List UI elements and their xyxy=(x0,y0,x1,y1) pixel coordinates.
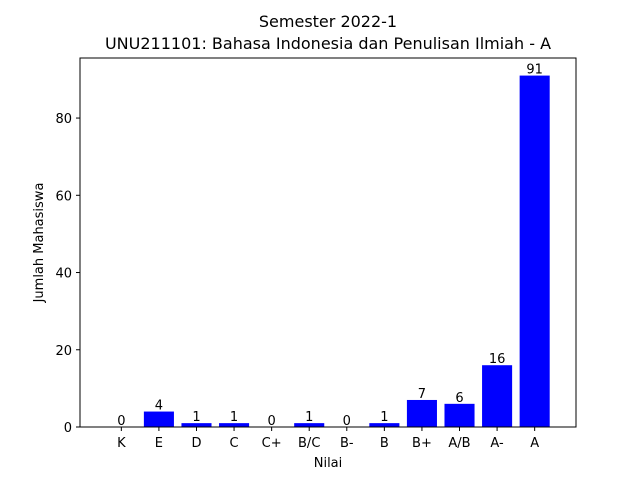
plot-frame xyxy=(79,57,577,428)
bar-B xyxy=(369,423,400,427)
chart-subtitle: UNU211101: Bahasa Indonesia dan Penulisa… xyxy=(105,34,551,53)
bar-value-label: 6 xyxy=(455,391,463,406)
bar-value-label: 91 xyxy=(526,63,543,78)
bar-E xyxy=(143,411,174,427)
x-tick-label: B- xyxy=(340,436,354,451)
bar-A- xyxy=(482,365,513,427)
bar-value-labels: 0 4 1 1 0 1 0 1 7 6 16 91 xyxy=(117,63,543,429)
bar-value-label: 1 xyxy=(192,410,200,425)
x-tick-label: B xyxy=(380,436,389,451)
bar-C xyxy=(219,423,250,427)
x-tick-label: B+ xyxy=(412,436,432,451)
x-tick-label: A/B xyxy=(448,436,470,451)
bar-value-label: 7 xyxy=(418,387,426,402)
bar-A xyxy=(519,75,550,428)
x-axis-ticks: K E D C C+ B/C B- B B+ A/B A- A xyxy=(117,427,539,451)
bar-A/B xyxy=(444,403,475,427)
bar-B/C xyxy=(294,423,325,427)
x-tick-label: A- xyxy=(490,436,504,451)
bars-group xyxy=(143,75,550,428)
y-axis-label: Jumlah Mahasiswa xyxy=(32,183,47,304)
y-tick-label: 20 xyxy=(55,344,72,359)
bar-value-label: 1 xyxy=(305,410,313,425)
bar-value-label: 0 xyxy=(117,414,125,429)
y-tick-label: 80 xyxy=(55,112,72,127)
y-axis-ticks: 0 20 40 60 80 xyxy=(55,112,80,436)
x-tick-label: D xyxy=(191,436,201,451)
y-tick-label: 40 xyxy=(55,267,72,282)
bar-value-label: 16 xyxy=(489,352,506,367)
bar-value-label: 1 xyxy=(230,410,238,425)
x-tick-label: K xyxy=(117,436,126,451)
bar-D xyxy=(181,423,212,427)
bar-B+ xyxy=(406,399,437,427)
x-tick-label: C+ xyxy=(262,436,282,451)
y-tick-label: 0 xyxy=(64,421,72,436)
bar-value-label: 1 xyxy=(380,410,388,425)
y-tick-label: 60 xyxy=(55,189,72,204)
bar-value-label: 0 xyxy=(343,414,351,429)
bar-value-label: 0 xyxy=(267,414,275,429)
bar-value-label: 4 xyxy=(155,399,163,414)
x-tick-label: C xyxy=(230,436,239,451)
x-axis-label: Nilai xyxy=(314,456,343,471)
x-tick-label: A xyxy=(530,436,539,451)
x-tick-label: E xyxy=(155,436,163,451)
chart-title: Semester 2022-1 xyxy=(259,12,397,31)
x-tick-label: B/C xyxy=(298,436,320,451)
